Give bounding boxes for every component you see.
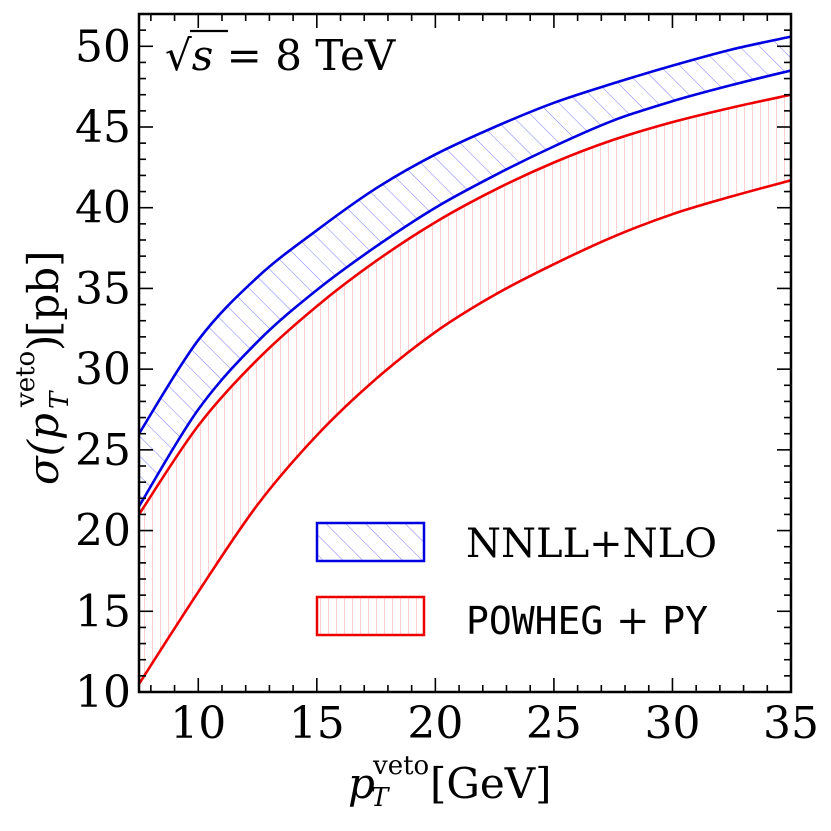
energy-text: = 8 TeV — [213, 31, 396, 80]
y-tick-label: 40 — [75, 183, 131, 234]
series-line-nnll-nlo-lower — [139, 69, 791, 508]
legend-powheg-part2: PY — [662, 599, 708, 643]
legend-swatch-powheg — [315, 595, 426, 637]
legend: NNLL+NLO POWHEG + PY — [315, 521, 717, 644]
legend-powheg-part1: POWHEG — [466, 599, 603, 643]
y-label-sup: veto — [11, 351, 41, 408]
legend-powheg-plus: + — [603, 598, 662, 644]
x-label-sub: T — [371, 783, 390, 813]
sqrt-s-symbol: s — [192, 31, 214, 80]
legend-label-nnll: NNLL+NLO — [466, 521, 717, 567]
legend-label-powheg: POWHEG + PY — [466, 598, 708, 644]
band-nnll-nlo — [139, 36, 791, 507]
x-tick-label: 20 — [407, 698, 463, 749]
svg-text:σ(p: σ(p — [19, 413, 68, 485]
y-label-sigma: σ(p — [19, 413, 68, 485]
x-tick-label: 30 — [644, 698, 700, 749]
x-tick-label: 15 — [289, 698, 345, 749]
y-tick-label: 25 — [75, 425, 131, 476]
y-tick-label: 30 — [75, 344, 131, 395]
x-label-p: p — [348, 759, 375, 808]
bands-layer — [139, 35, 791, 685]
x-tick-label: 35 — [763, 698, 819, 749]
energy-annotation: √s = 8 TeV — [165, 29, 396, 80]
y-tick-label: 50 — [75, 21, 131, 72]
plot-frame — [137, 12, 793, 694]
y-tick-label: 15 — [75, 586, 131, 637]
y-label-close: ) — [19, 335, 68, 351]
series-line-nnll-nlo-upper — [139, 35, 791, 435]
x-axis-label: p veto T [GeV] — [348, 751, 552, 813]
band-powheg-py — [139, 94, 791, 684]
sqrt-sign: √ — [165, 31, 192, 80]
x-tick-label: 10 — [170, 698, 226, 749]
series-line-powheg-py-upper — [139, 93, 791, 516]
series-line-powheg-py-lower — [139, 179, 791, 685]
legend-swatch-nnll — [315, 521, 426, 563]
y-tick-label: 45 — [75, 102, 131, 153]
y-tick-label: 10 — [75, 667, 131, 718]
y-tick-label: 35 — [75, 263, 131, 314]
x-label-sup: veto — [372, 751, 429, 781]
x-label-unit: [GeV] — [430, 759, 552, 808]
y-label-sub: T — [45, 390, 75, 409]
y-label-unit: [pb] — [19, 250, 68, 337]
svg-text:p: p — [348, 759, 375, 808]
y-axis-label: σ(p veto T ) [pb] — [11, 250, 75, 485]
x-tick-label: 25 — [526, 698, 582, 749]
y-tick-label: 20 — [75, 506, 131, 557]
svg-text:√s = 8 TeV: √s = 8 TeV — [165, 31, 396, 80]
